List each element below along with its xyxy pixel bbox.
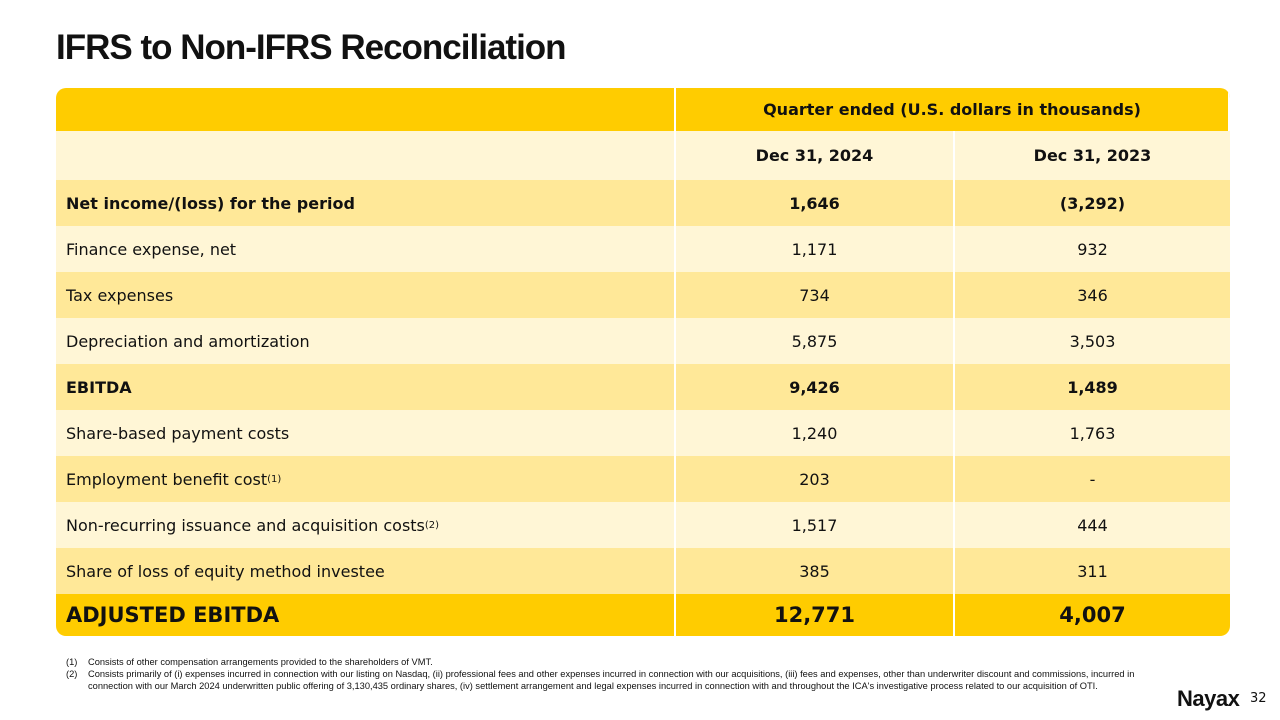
value-cell: 12,771 (676, 594, 955, 636)
table-row: Net income/(loss) for the period 1,646 (3,… (56, 180, 1230, 226)
column-header: Dec 31, 2024 (676, 131, 955, 180)
value-cell: 5,875 (676, 318, 955, 364)
table-row: Non-recurring issuance and acquisition c… (56, 502, 1230, 548)
table-row: Depreciation and amortization 5,875 3,503 (56, 318, 1230, 364)
reconciliation-table: Quarter ended (U.S. dollars in thousands… (56, 88, 1230, 636)
value-cell: 1,240 (676, 410, 955, 456)
table-header-row: Quarter ended (U.S. dollars in thousands… (56, 88, 1230, 131)
header-blank-cell (56, 88, 676, 131)
column-header: Dec 31, 2023 (1033, 146, 1152, 165)
header-period: Quarter ended (U.S. dollars in thousands… (676, 88, 1230, 131)
footnote: (2) Consists primarily of (i) expenses in… (66, 669, 1135, 691)
row-label: Share-based payment costs (56, 410, 676, 456)
table-row: EBITDA 9,426 1,489 (56, 364, 1230, 410)
value-cell: 9,426 (676, 364, 955, 410)
column-header-row: Dec 31, 2024 Dec 31, 2023 (56, 131, 1230, 180)
row-label: ADJUSTED EBITDA (56, 594, 676, 636)
value-cell: 444 (1077, 515, 1108, 535)
table-row: Share of loss of equity method investee 3… (56, 548, 1230, 594)
value-cell: 311 (1077, 561, 1108, 581)
page-title: IFRS to Non-IFRS Reconciliation (56, 28, 567, 67)
table-row: Tax expenses 734 346 (56, 272, 1230, 318)
value-cell: - (1089, 469, 1096, 489)
nayax-logo: Nayax (1177, 686, 1240, 711)
value-cell: 1,763 (1069, 423, 1116, 443)
row-label: EBITDA (56, 364, 676, 410)
value-cell: 4,007 (1059, 603, 1126, 627)
row-label: Non-recurring issuance and acquisition c… (56, 502, 676, 548)
row-label: Net income/(loss) for the period (56, 180, 676, 226)
row-label: Depreciation and amortization (56, 318, 676, 364)
row-label: Finance expense, net (56, 226, 676, 272)
total-row: ADJUSTED EBITDA 12,771 4,007 (56, 594, 1230, 636)
value-cell: 932 (1077, 239, 1108, 259)
value-cell: 1,517 (676, 502, 955, 548)
table-row: Share-based payment costs 1,240 1,763 (56, 410, 1230, 456)
value-cell: 1,171 (676, 226, 955, 272)
value-cell: (3,292) (1059, 193, 1126, 213)
value-cell: 203 (676, 456, 955, 502)
page-number: 32 (1250, 691, 1267, 706)
value-cell: 1,646 (676, 180, 955, 226)
row-label: Tax expenses (56, 272, 676, 318)
value-cell: 385 (676, 548, 955, 594)
row-label: Employment benefit cost (1) (56, 456, 676, 502)
value-cell: 734 (676, 272, 955, 318)
table-row: Finance expense, net 1,171 932 (56, 226, 1230, 272)
value-cell: 3,503 (1069, 331, 1116, 351)
footnotes: (1) Consists of other compensation arrang… (66, 656, 1146, 692)
footnote: (1) Consists of other compensation arrang… (66, 657, 433, 667)
table-row: Employment benefit cost (1) 203 - (56, 456, 1230, 502)
row-label: Share of loss of equity method investee (56, 548, 676, 594)
value-cell: 346 (1077, 285, 1108, 305)
value-cell: 1,489 (1067, 377, 1118, 397)
